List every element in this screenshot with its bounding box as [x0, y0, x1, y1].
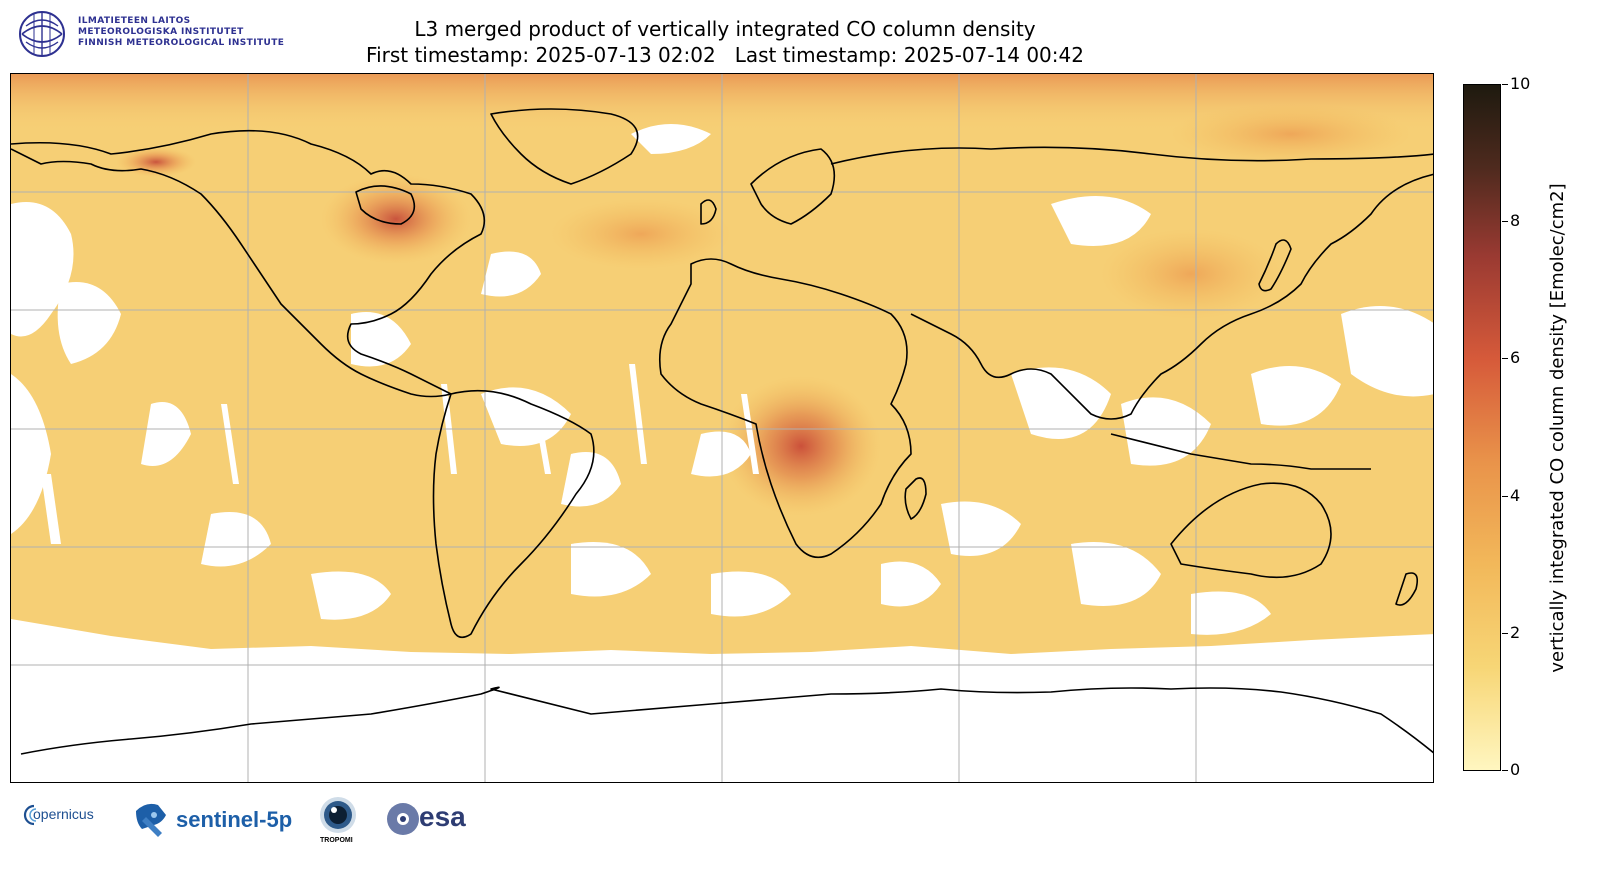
copernicus-logo: opernicus — [20, 800, 110, 830]
esa-logo: esa — [385, 801, 485, 837]
fmi-name: ILMATIETEEN LAITOS METEOROLOGISKA INSTIT… — [78, 16, 284, 49]
colorbar-tick-label: 6 — [1510, 348, 1521, 367]
copernicus-text: opernicus — [33, 806, 94, 822]
colorbar-tick — [1502, 496, 1508, 497]
canada-hotspot — [321, 174, 471, 264]
colorbar-title: vertically integrated CO column density … — [1547, 183, 1568, 673]
east-asia-plume — [1101, 229, 1281, 319]
copernicus-icon — [23, 804, 37, 826]
colorbar-tick-label: 4 — [1510, 486, 1521, 505]
coast-north-america — [11, 129, 486, 398]
colorbar-tick — [1502, 633, 1508, 634]
fmi-name-en: FINNISH METEOROLOGICAL INSTITUTE — [78, 38, 285, 48]
coast-new-zealand — [1395, 572, 1419, 606]
fmi-name-fi: ILMATIETEEN LAITOS — [78, 16, 191, 26]
central-africa-hotspot — [721, 376, 881, 516]
fmi-logo: ILMATIETEEN LAITOS METEOROLOGISKA INSTIT… — [18, 10, 318, 60]
colorbar-tick — [1502, 358, 1508, 359]
sentinel-logo: sentinel-5p — [132, 799, 302, 839]
gridlines — [11, 74, 1433, 782]
siberia-plume — [1171, 104, 1411, 164]
coast-south-america — [432, 389, 595, 639]
tropomi-eye-icon — [320, 797, 356, 833]
coast-antarctica — [20, 686, 1433, 755]
no-data-gaps — [11, 124, 1433, 635]
tropomi-logo: TROPOMI — [316, 795, 360, 850]
coast-indonesia — [1110, 433, 1371, 470]
coast-greenland — [490, 108, 639, 185]
atlantic-plume — [551, 199, 731, 269]
title-line-2: First timestamp: 2025-07-13 02:02 Last t… — [366, 43, 1084, 67]
coast-hudson — [355, 185, 416, 225]
satellite-icon — [136, 803, 166, 837]
colorbar — [1463, 84, 1501, 771]
coast-europe-africa — [658, 258, 912, 559]
colorbar-tick-label: 0 — [1510, 760, 1521, 779]
map-title: L3 merged product of vertically integrat… — [300, 16, 1150, 68]
footer-logos: opernicus sentinel-5p TROPOMI esa — [20, 795, 500, 850]
tropomi-text: TROPOMI — [320, 837, 353, 844]
coastlines — [11, 108, 1433, 755]
coast-japan — [1258, 239, 1292, 292]
colorbar-tick — [1502, 221, 1508, 222]
coast-australia — [1170, 482, 1332, 579]
colorbar-tick — [1502, 84, 1508, 85]
coast-britain — [700, 199, 717, 225]
esa-text: esa — [419, 801, 466, 832]
colorbar-tick — [1502, 770, 1508, 771]
coast-madagascar — [904, 477, 927, 520]
co-density-map — [10, 73, 1434, 783]
map-canvas — [11, 74, 1433, 782]
coast-scandinavia — [750, 148, 836, 225]
esa-globe-icon — [387, 803, 419, 835]
coast-asia — [830, 146, 1433, 420]
colorbar-tick-label: 2 — [1510, 623, 1521, 642]
colorbar-gradient — [1464, 85, 1500, 770]
colorbar-tick-label: 8 — [1510, 211, 1521, 230]
sentinel-text: sentinel-5p — [176, 807, 293, 832]
fmi-name-sv: METEOROLOGISKA INSTITUTET — [78, 27, 244, 37]
fmi-emblem-icon — [19, 11, 65, 57]
colorbar-tick-label: 10 — [1510, 74, 1531, 93]
title-line-1: L3 merged product of vertically integrat… — [414, 17, 1036, 41]
